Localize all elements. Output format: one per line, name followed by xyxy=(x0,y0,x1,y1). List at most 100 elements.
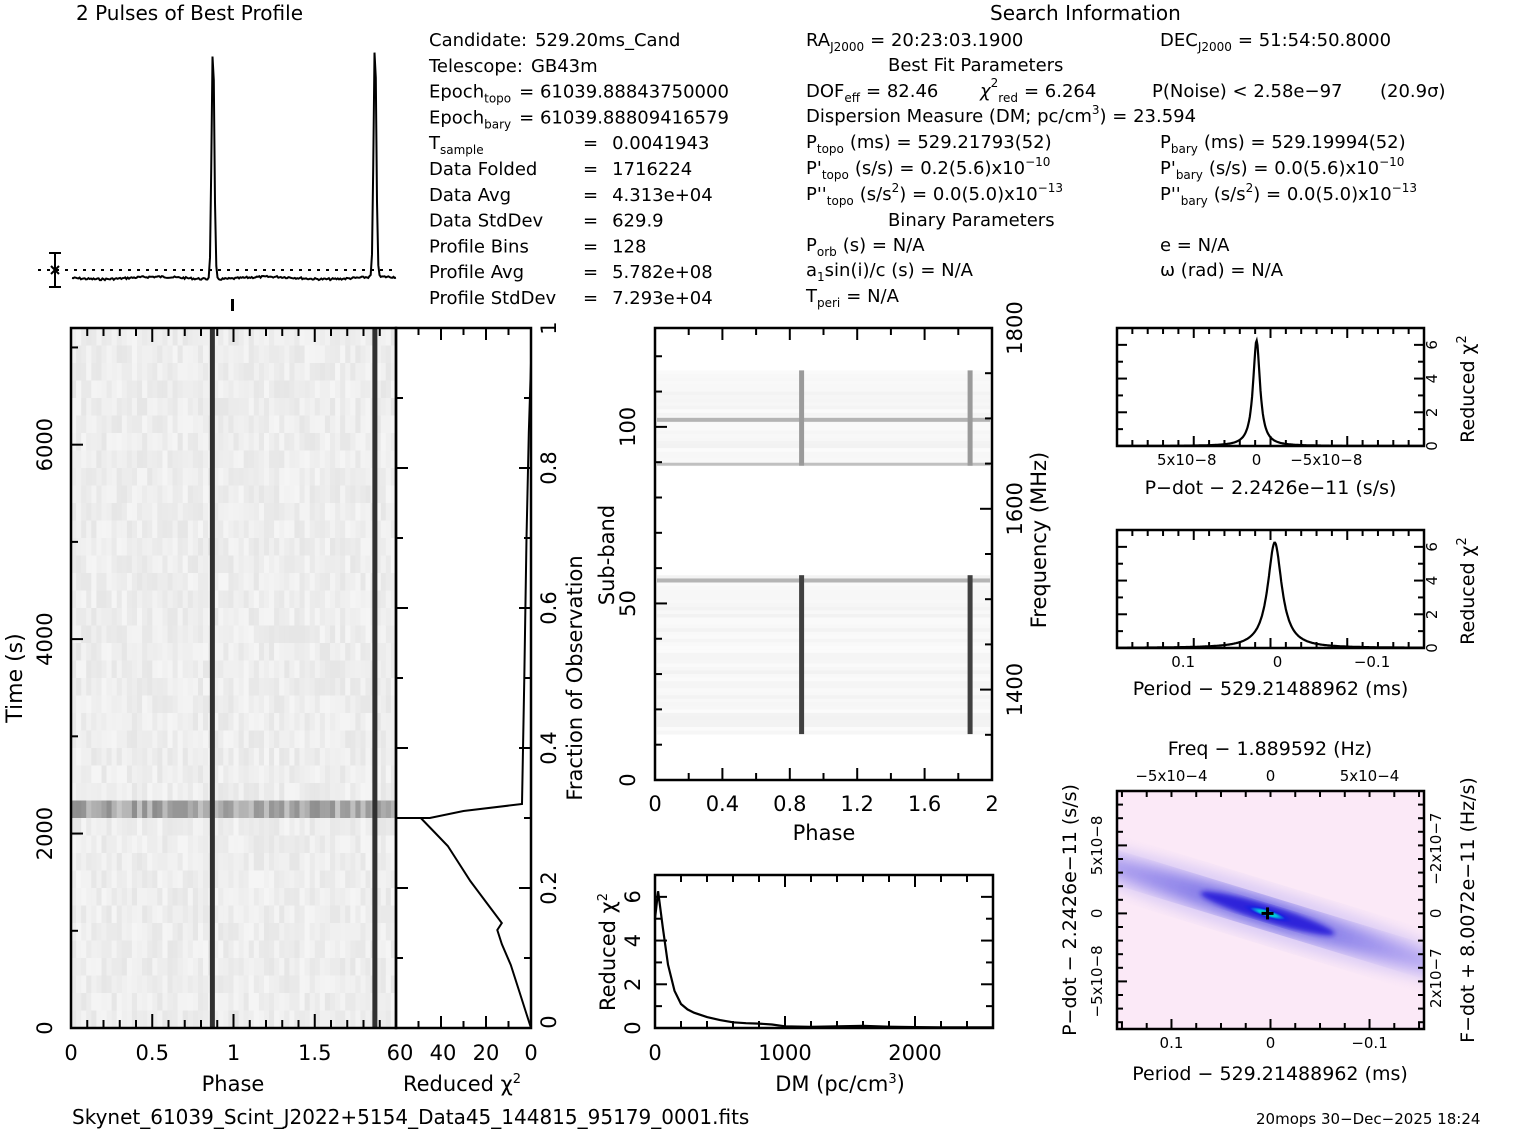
heatmap-cell xyxy=(96,608,103,627)
heatmap-cell xyxy=(142,433,148,452)
heatmap-cell xyxy=(91,695,97,714)
heatmap-cell xyxy=(360,958,367,977)
heatmap-cell xyxy=(192,485,199,504)
heatmap-cell xyxy=(86,590,92,609)
heatmap-cell xyxy=(131,398,138,417)
heatmap-cell xyxy=(101,1010,108,1029)
heatmap-cell xyxy=(147,643,153,662)
heatmap-cell xyxy=(213,660,219,679)
heatmap-cell xyxy=(192,328,199,347)
heatmap-cell xyxy=(274,520,280,539)
heatmap-cell xyxy=(350,503,356,522)
heatmap-cell xyxy=(294,853,301,872)
heatmap-cell xyxy=(147,905,153,924)
heatmap-cell xyxy=(116,415,123,434)
heatmap-cell xyxy=(213,870,219,889)
p-bary-field: Pbary (ms) = 529.19994(52) xyxy=(1160,132,1406,156)
heatmap-cell xyxy=(319,800,326,819)
heatmap-cell xyxy=(223,625,229,644)
heatmap-cell xyxy=(233,905,240,924)
heatmap-cell xyxy=(116,905,123,924)
info-value: 1716224 xyxy=(612,159,692,180)
heatmap-cell xyxy=(294,590,301,609)
heatmap-cell xyxy=(324,590,331,609)
heatmap-cell xyxy=(126,835,133,854)
heatmap-cell xyxy=(121,380,128,399)
info-sub: topo xyxy=(484,92,511,106)
heatmap-cell xyxy=(380,590,387,609)
heatmap-cell xyxy=(213,818,219,837)
info-row: Data Folded xyxy=(429,159,537,180)
heatmap-cell xyxy=(137,783,143,802)
heatmap-cell xyxy=(167,958,174,977)
heatmap-cell xyxy=(213,765,219,784)
heatmap-cell xyxy=(71,748,77,767)
heatmap-cell xyxy=(350,555,356,574)
heatmap-cell xyxy=(390,975,397,994)
heatmap-cell xyxy=(228,678,235,697)
heatmap-cell xyxy=(360,415,367,434)
heatmap-cell xyxy=(162,450,169,469)
heatmap-cell xyxy=(304,345,311,364)
heatmap-cell xyxy=(355,643,362,662)
heatmap-cell xyxy=(106,975,113,994)
map-period-tick-label: 0.1 xyxy=(1160,1034,1184,1052)
heatmap-cell xyxy=(233,380,240,399)
heatmap-cell xyxy=(330,695,336,714)
heatmap-cell xyxy=(106,415,113,434)
heatmap-cell xyxy=(289,608,296,627)
heatmap-cell xyxy=(284,888,290,907)
heatmap-cell xyxy=(299,573,306,592)
heatmap-cell xyxy=(299,888,306,907)
heatmap-cell xyxy=(91,345,97,364)
heatmap-cell xyxy=(131,853,138,872)
heatmap-cell xyxy=(91,380,97,399)
heatmap-cell xyxy=(253,485,260,504)
heatmap-cell xyxy=(147,415,153,434)
heatmap-cell xyxy=(116,765,123,784)
heatmap-cell xyxy=(380,643,387,662)
heatmap-cell xyxy=(330,643,336,662)
heatmap-cell xyxy=(289,398,296,417)
heatmap-cell xyxy=(309,328,316,347)
heatmap-cell xyxy=(258,1010,265,1029)
heatmap-cell xyxy=(223,538,229,557)
fraction-tick-label: 0.4 xyxy=(537,731,561,764)
heatmap-cell xyxy=(238,485,245,504)
heatmap-cell xyxy=(142,905,148,924)
subband-phase-label: 0.8 xyxy=(773,792,806,816)
heatmap-cell xyxy=(126,503,133,522)
heatmap-cell xyxy=(314,905,321,924)
heatmap-cell xyxy=(340,765,346,784)
heatmap-cell xyxy=(187,1010,194,1029)
heatmap-cell xyxy=(218,993,224,1012)
heatmap-cell xyxy=(355,1010,362,1029)
heatmap-cell xyxy=(330,415,336,434)
heatmap-cell xyxy=(198,975,204,994)
heatmap-cell xyxy=(340,835,346,854)
heatmap-cell xyxy=(243,660,250,679)
heatmap-cell xyxy=(279,485,285,504)
peak-y-tick-label: 4 xyxy=(1423,576,1441,586)
heatmap-cell xyxy=(71,713,77,732)
heatmap-cell xyxy=(274,503,280,522)
heatmap-cell xyxy=(264,1010,270,1029)
subband-row xyxy=(657,667,990,671)
heatmap-cell xyxy=(253,660,260,679)
heatmap-cell xyxy=(218,590,224,609)
heatmap-cell xyxy=(71,643,77,662)
heatmap-cell xyxy=(264,520,270,539)
heatmap-cell xyxy=(309,363,316,382)
heatmap-cell xyxy=(101,958,108,977)
heatmap-cell xyxy=(248,730,255,749)
heatmap-cell xyxy=(71,590,77,609)
heatmap-cell xyxy=(294,1010,301,1029)
heatmap-cell xyxy=(380,538,387,557)
subband-row xyxy=(657,656,990,661)
heatmap-cell xyxy=(314,415,321,434)
heatmap-cell xyxy=(360,1010,367,1029)
heatmap-cell xyxy=(172,520,179,539)
heatmap-cell xyxy=(177,363,184,382)
heatmap-cell xyxy=(162,765,169,784)
